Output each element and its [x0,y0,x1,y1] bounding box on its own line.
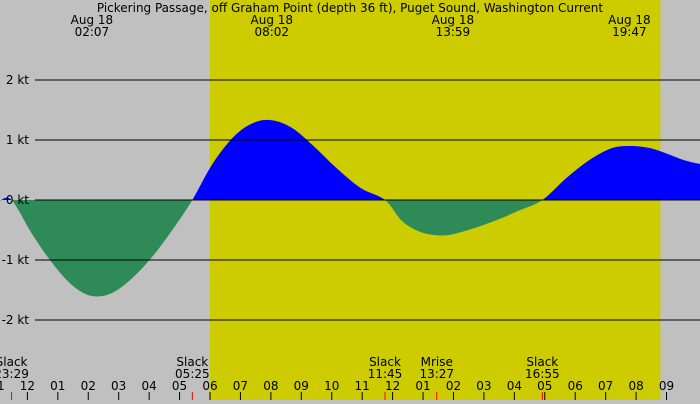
hour-label: 02 [446,379,461,393]
hour-label: 05 [537,379,552,393]
hour-label: 04 [507,379,522,393]
flood-area [0,119,700,200]
hour-label: 12 [20,379,35,393]
y-tick-label: 0 kt [6,193,29,207]
top-date-label: Aug 18 [71,13,114,27]
hour-axis: 11 12 01 02 03 04 05 06 07 08 09 10 11 12 01 02 03 04 05 06… [0,379,674,400]
top-date-label: Aug 18 [608,13,651,27]
hour-label: 11 [355,379,370,393]
hour-label: 08 [263,379,278,393]
top-date-label: Aug 18 [432,13,475,27]
hour-label: 07 [233,379,248,393]
y-tick-label: 2 kt [6,73,29,87]
event-time-label: 11:45 [368,367,403,381]
event-name-label: Slack [176,355,208,369]
top-time-label: 08:02 [254,25,289,39]
hour-label: 05 [172,379,187,393]
hour-label: 08 [628,379,643,393]
hour-label: 11 [0,379,5,393]
hour-label: 07 [598,379,613,393]
hour-label: 01 [50,379,65,393]
event-name-label: Slack [526,355,558,369]
event-time-label: 23:29 [0,367,29,381]
event-time-label: 16:55 [525,367,560,381]
event-labels: Slack23:29Slack05:25Slack11:45Mrise13:27… [0,355,560,400]
top-date-label: Aug 18 [251,13,294,27]
hour-label: 12 [385,379,400,393]
hour-label: 06 [568,379,583,393]
y-tick-label: -1 kt [2,253,30,267]
event-name-label: Mrise [421,355,453,369]
hour-label: 03 [111,379,126,393]
event-name-label: Slack [369,355,401,369]
y-tick-label: 1 kt [6,133,29,147]
chart-title: Pickering Passage, off Graham Point (dep… [97,1,604,15]
hour-label: 03 [476,379,491,393]
hour-label: 01 [415,379,430,393]
hour-label: 09 [659,379,674,393]
ebb-area [0,200,700,297]
grid-lines [35,79,700,321]
hour-label: 06 [202,379,217,393]
event-time-label: 05:25 [175,367,210,381]
y-tick-label: -2 kt [2,313,30,327]
top-time-label: 19:47 [612,25,647,39]
top-time-label: 13:59 [436,25,471,39]
y-axis-labels: 2 kt 1 kt 0 kt -1 kt -2 kt [2,73,30,327]
hour-label: 09 [294,379,309,393]
event-time-label: 13:27 [419,367,454,381]
top-time-label: 02:07 [75,25,110,39]
hour-label: 10 [324,379,339,393]
event-name-label: Slack [0,355,28,369]
hour-label: 04 [141,379,156,393]
hour-label: 02 [81,379,96,393]
